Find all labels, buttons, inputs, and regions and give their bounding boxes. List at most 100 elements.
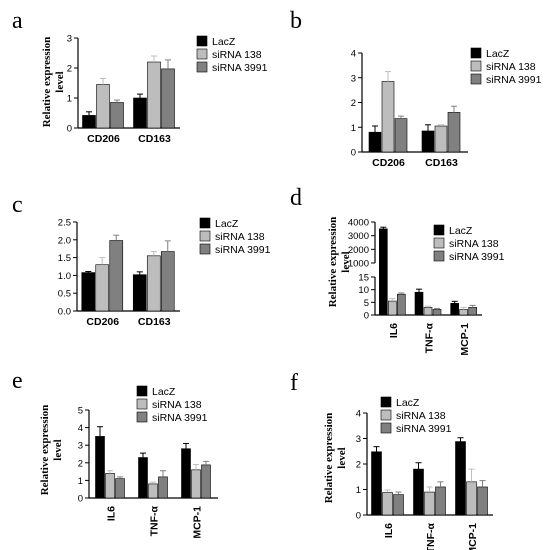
bar [450, 303, 459, 316]
bar [424, 491, 435, 516]
y-tick-label: 0.0 [58, 307, 71, 318]
bar [146, 255, 161, 312]
legend-label: siRNA 138 [215, 231, 265, 243]
y-tick-label: 1 [351, 123, 356, 134]
y-axis-label: Relative expressionlevel [39, 405, 64, 496]
bar [138, 457, 148, 499]
y-tick-label: 3 [67, 34, 72, 45]
legend-label: siRNA 3991 [152, 412, 208, 424]
y-tick-label: 0 [364, 311, 369, 322]
legend-label: siRNA 3991 [449, 251, 505, 263]
legend-swatch [433, 237, 445, 249]
legend-swatch [136, 398, 148, 410]
bar [434, 125, 448, 153]
legend-label: siRNA 3991 [396, 423, 452, 435]
legend-label: siRNA 138 [396, 410, 446, 422]
bar [435, 486, 446, 516]
bar [191, 469, 201, 499]
x-tick-label: IL6 [106, 506, 118, 521]
legend-swatch [470, 73, 482, 85]
bar [201, 464, 211, 499]
legend-swatch [470, 60, 482, 72]
bar [109, 240, 124, 312]
bar [423, 307, 433, 316]
panel-letter: d [290, 185, 302, 211]
y-tick-label: 1 [78, 476, 83, 487]
legend-label: siRNA 3991 [215, 244, 271, 256]
legend-swatch [380, 422, 392, 434]
chart-panel-a: a 0 1 2 3 CD206 CD163 Relative expressionlevel L… [12, 8, 268, 145]
x-tick-label: IL6 [388, 323, 400, 338]
bar [459, 309, 468, 316]
y-tick-label: 0 [351, 148, 356, 159]
y-tick-label: 0.5 [58, 289, 71, 300]
y-tick-label: 2.5 [58, 218, 71, 229]
bar [477, 486, 488, 516]
y-tick-label: 3 [356, 434, 361, 445]
bar [82, 115, 96, 129]
y-tick-label: 0 [67, 124, 72, 135]
y-tick-label: 2 [351, 98, 356, 109]
y-tick-label: 0 [356, 511, 361, 522]
legend-swatch [196, 35, 208, 47]
legend-label: siRNA 3991 [486, 74, 542, 86]
y-tick-label: 2000 [348, 245, 369, 256]
x-tick-label: CD206 [86, 316, 119, 328]
bar [158, 476, 168, 499]
panel-letter: a [12, 8, 23, 34]
bar [96, 84, 110, 129]
bar [132, 274, 147, 312]
legend-swatch [196, 61, 208, 73]
x-tick-label: CD163 [138, 316, 171, 328]
y-tick-label: 5 [364, 298, 369, 309]
legend-label: siRNA 138 [212, 49, 262, 61]
legend-label: siRNA 138 [449, 238, 499, 250]
bar [110, 102, 124, 129]
bar [379, 228, 388, 316]
y-tick-label: 1.5 [58, 253, 71, 264]
y-tick-label: 2.0 [58, 235, 71, 246]
x-tick-label: MCP-1 [192, 506, 204, 539]
legend-label: LacZ [396, 397, 420, 409]
y-tick-label: 1 [356, 485, 361, 496]
bar [105, 473, 115, 499]
legend-swatch [433, 224, 445, 236]
bar [382, 492, 393, 516]
y-tick-label: 4 [351, 49, 356, 60]
x-tick-label: CD206 [87, 133, 120, 145]
y-tick-label: 2 [78, 458, 83, 469]
bar [447, 112, 461, 153]
legend-swatch [380, 409, 392, 421]
panel-letter: c [12, 192, 23, 218]
y-tick-label: 0 [78, 494, 83, 505]
y-tick-label: 15 [358, 273, 369, 284]
bar [393, 494, 404, 516]
y-tick-label: 1.0 [58, 271, 71, 282]
y-tick-label: 4000 [348, 218, 369, 229]
bar [397, 293, 406, 316]
x-tick-label: CD206 [372, 157, 405, 169]
x-tick-label: TNF-α [425, 522, 437, 550]
legend-swatch [196, 48, 208, 60]
bar [161, 68, 175, 129]
bar [381, 81, 395, 153]
legend-label: LacZ [486, 48, 510, 60]
panel-letter: e [12, 368, 23, 394]
chart-panel-e: e 0 1 2 3 4 5 IL6 TNF-α MCP-1 Relative expressionl… [12, 368, 218, 539]
y-axis-label: Relative expressionlevel [323, 413, 348, 504]
y-tick-label: 10 [358, 285, 369, 296]
bar [394, 118, 408, 153]
y-tick-label: 4 [78, 423, 83, 434]
x-tick-label: CD163 [138, 133, 171, 145]
bar [95, 436, 105, 499]
bar [181, 448, 191, 499]
legend-swatch [199, 217, 211, 229]
bar [160, 251, 175, 312]
legend-swatch [433, 250, 445, 262]
y-tick-label: 4 [356, 409, 361, 420]
bar [133, 97, 147, 129]
bar [414, 291, 424, 316]
